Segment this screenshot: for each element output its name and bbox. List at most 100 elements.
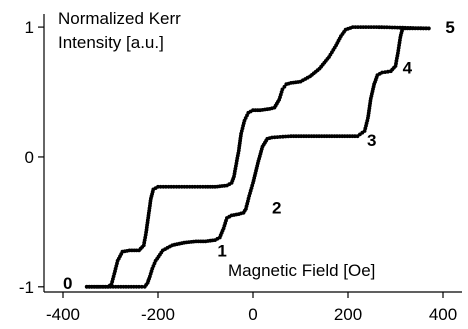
data-point [113,284,118,289]
x-tick-label: -200 [141,305,175,324]
data-point [272,135,277,140]
x-tick-label: 200 [334,305,362,324]
data-point [134,284,139,289]
data-point [369,25,374,29]
data-point [421,26,426,31]
data-point [379,25,384,30]
data-point [353,134,357,139]
data-point [347,134,352,139]
data-point [286,134,291,139]
step-annotations: 0 1 2 3 4 5 [63,18,455,293]
data-point [177,184,182,189]
data-point [358,25,363,29]
y-axis-label-line: Intensity [a.u.] [58,33,164,52]
data-point [182,184,187,189]
data-point [87,284,92,289]
data-point [386,69,390,74]
data-point [380,70,385,75]
data-point [424,26,428,31]
y-axis-label-line: Normalized Kerr [58,9,181,28]
data-point [190,184,195,189]
data-point [418,26,423,31]
data-point [361,25,366,29]
data-point [100,284,105,289]
data-point [129,284,134,289]
data-point [335,134,339,139]
data-point [304,134,309,139]
data-point [281,134,285,139]
data-point [84,284,89,289]
data-point [392,25,397,30]
step-label: 5 [445,18,454,37]
data-point [195,184,200,189]
data-point [171,184,176,189]
x-tick-label: 400 [429,305,457,324]
data-point [95,284,100,289]
data-point [203,184,208,189]
step-label: 2 [272,199,281,218]
data-point [201,184,205,189]
data-point [342,134,347,139]
y-axis-label: Normalized Kerr Intensity [a.u.] [58,9,181,52]
step-label: 1 [217,241,226,260]
data-point [193,184,197,189]
data-point [294,134,298,139]
data-point [103,284,108,289]
data-point [407,26,412,31]
data-point [410,26,415,31]
data-point [90,284,94,289]
data-point [164,184,168,189]
data-point [275,135,280,140]
data-point [387,25,392,30]
data-point [324,134,329,139]
data-point [289,134,293,139]
data-point [185,184,189,189]
data-point [119,284,123,289]
data-point [98,284,102,289]
x-tick-label: -400 [46,305,80,324]
data-point [283,134,288,139]
data-point [166,184,171,189]
y-tick-label: 1 [25,18,34,37]
data-point [198,184,203,189]
y-tick-label: 0 [25,148,34,167]
data-point [111,284,115,289]
data-points [84,25,431,289]
data-point [319,134,324,139]
data-point [383,70,387,74]
y-tick-label: -1 [19,278,34,297]
data-point [317,134,321,139]
axis-ticks: -400 -200 0 200 400 -1 0 1 [19,18,457,324]
data-point [116,284,121,289]
data-point [366,25,371,29]
step-label: 4 [403,58,413,77]
data-point [270,135,274,140]
data-point [158,184,163,189]
data-point [92,284,97,289]
data-point [372,25,376,29]
data-point [353,25,358,29]
data-point [187,184,192,189]
data-point [374,25,379,29]
step-label: 0 [63,274,72,293]
x-tick-label: 0 [248,305,257,324]
data-point [337,134,342,139]
data-point [312,134,316,139]
data-point [356,25,360,29]
step-label: 3 [367,131,376,150]
data-point [416,26,420,31]
data-point [278,135,282,139]
data-point [413,26,418,31]
data-point [131,284,136,289]
data-point [161,184,166,189]
data-point [126,284,131,289]
x-axis-label: Magnetic Field [Oe] [228,261,375,280]
data-point [137,284,141,289]
data-point [364,25,368,29]
data-point [299,134,304,139]
data-point [179,184,184,189]
data-point [307,134,311,139]
data-point [139,284,144,289]
data-point [174,184,179,189]
